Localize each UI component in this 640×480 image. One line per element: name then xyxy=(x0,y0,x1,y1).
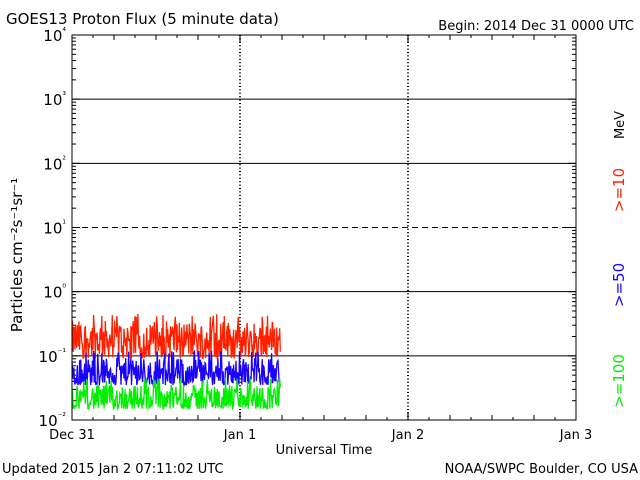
y-tick-label: 10⁰ xyxy=(43,284,66,302)
plot-frame xyxy=(71,34,577,421)
y-tick-label: 10¹ xyxy=(43,220,66,238)
x-tick-label: Jan 2 xyxy=(391,428,424,443)
legend-units-mev: MeV xyxy=(613,111,628,139)
y-tick-label: 10⁻¹ xyxy=(39,348,67,366)
legend-ge50: >=50 xyxy=(610,263,628,307)
legend-ge10: >=10 xyxy=(610,168,628,212)
updated-label: Updated 2015 Jan 2 07:11:02 UTC xyxy=(2,462,224,477)
x-axis-title: Universal Time xyxy=(276,443,373,458)
series-line-ge10 xyxy=(71,313,281,360)
y-tick-label: 10³ xyxy=(43,91,66,109)
legend-ge100: >=100 xyxy=(610,354,628,408)
credit-label: NOAA/SWPC Boulder, CO USA xyxy=(445,462,638,477)
begin-label: Begin: 2014 Dec 31 0000 UTC xyxy=(438,19,634,34)
x-tick-label: Jan 1 xyxy=(223,428,256,443)
series-line-ge50 xyxy=(71,349,281,388)
y-axis-title: Particles cm⁻²s⁻¹sr⁻¹ xyxy=(8,178,26,332)
y-tick-label: 10⁻² xyxy=(39,412,67,430)
series-line-ge100 xyxy=(71,376,281,412)
y-tick-label: 10² xyxy=(43,155,66,173)
x-tick-label: Jan 3 xyxy=(559,428,592,443)
y-tick-label: 10⁴ xyxy=(43,27,66,45)
chart-title: GOES13 Proton Flux (5 minute data) xyxy=(6,10,279,28)
plot-layer: Dec 31 Jan 1 Jan 2 Jan 3 10⁻² 10⁻¹ 10⁰ 10¹ 10² 10… xyxy=(39,27,593,443)
x-tick-label: Dec 31 xyxy=(49,428,95,443)
